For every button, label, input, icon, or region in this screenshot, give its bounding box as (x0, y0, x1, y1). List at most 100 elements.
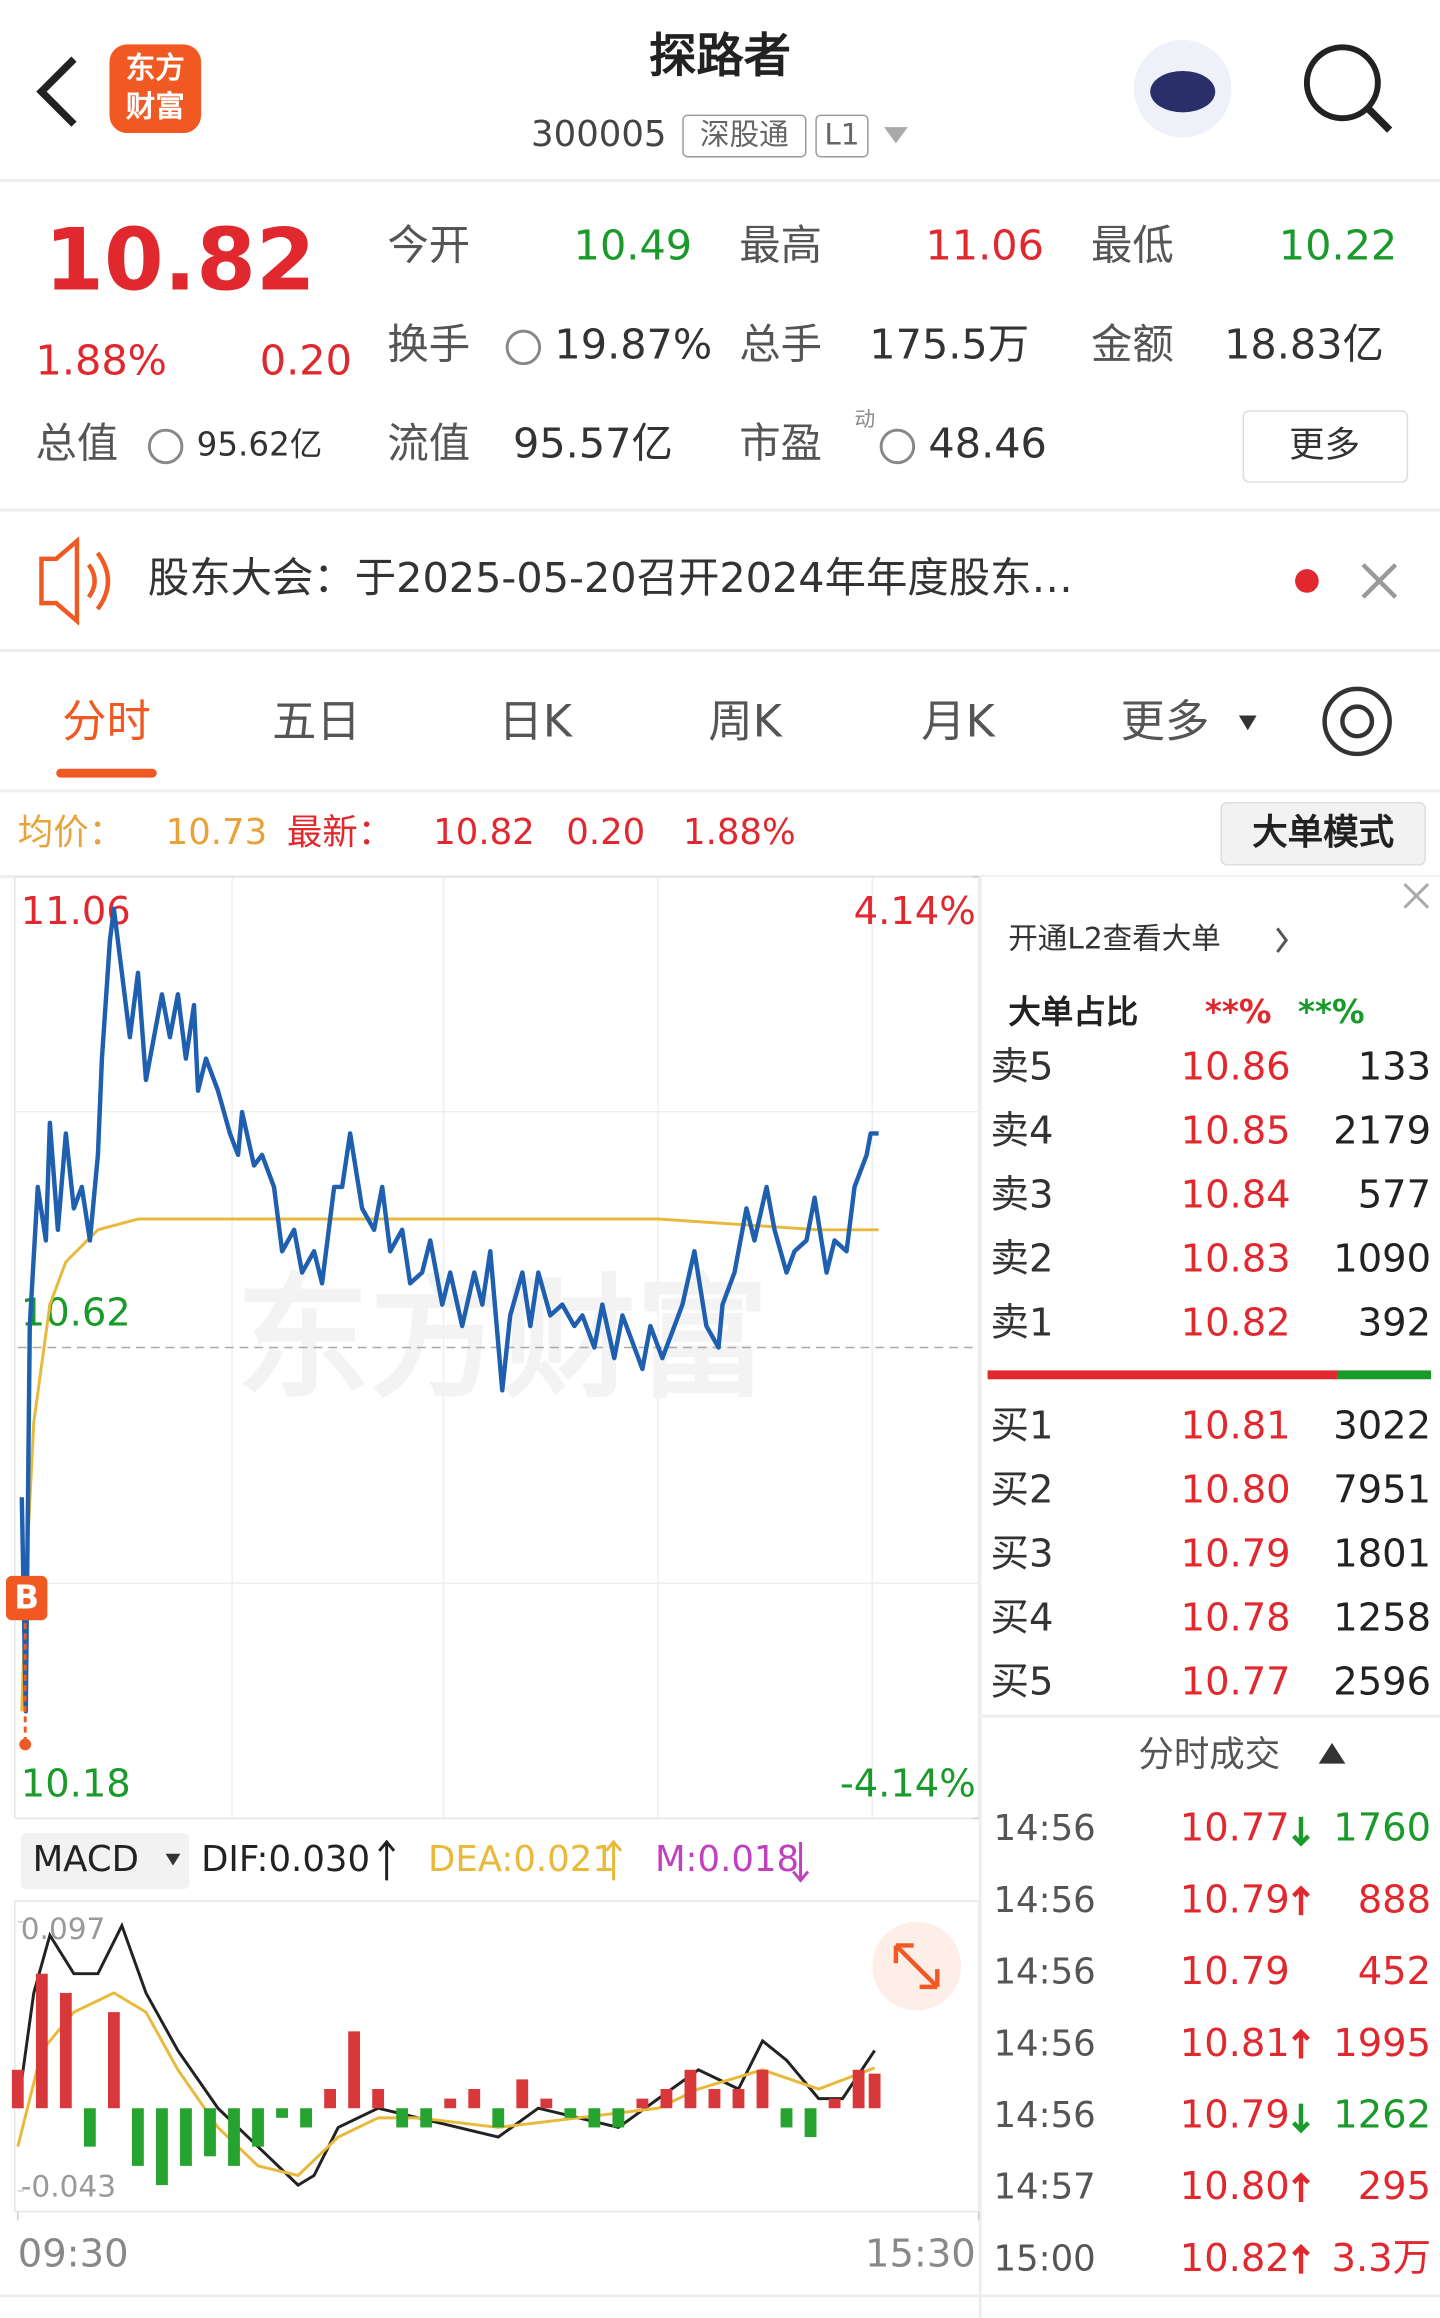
stat-label: 最低 (1091, 221, 1174, 269)
last-price: 10.82 (44, 211, 315, 311)
tab-indicator (56, 768, 157, 778)
macd-bar (131, 2108, 144, 2166)
trade-time: 14:57 (993, 2167, 1095, 2208)
level-price: 10.80 (1181, 1468, 1291, 1513)
macd-bar (35, 1973, 48, 2109)
stat-label: 最高 (739, 221, 822, 269)
macd-bar (83, 2108, 96, 2147)
macd-bar (588, 2108, 601, 2128)
trade-direction (1292, 2172, 1310, 2202)
level-volume: 1258 (1333, 1596, 1431, 1641)
level-label: 卖3 (991, 1172, 1054, 1217)
trend-arrow (792, 1841, 810, 1883)
change-percent: 1.88% (36, 337, 167, 385)
macd-bar (660, 2089, 673, 2109)
tab[interactable]: 五日 (272, 696, 361, 747)
trade-price: 10.77 (1180, 1806, 1290, 1851)
level-volume: 3022 (1333, 1404, 1431, 1449)
macd-bar (732, 2089, 745, 2109)
stat-superscript: 动 (855, 407, 876, 431)
close-notice[interactable] (1361, 563, 1398, 599)
tab-arrow (1238, 715, 1257, 731)
macd-bar (444, 2098, 457, 2109)
search-button[interactable] (1303, 44, 1381, 122)
stat-label: 金额 (1091, 320, 1174, 368)
collapse-arrow (1318, 1742, 1346, 1764)
avg-label: 均价： (18, 812, 124, 853)
tab[interactable]: 更多 (1121, 696, 1210, 747)
y-tick-label: 10.62 (21, 1290, 131, 1335)
level-label: 买1 (991, 1404, 1054, 1449)
trade-price: 10.81 (1180, 2021, 1290, 2066)
x-tick-label: 15:30 (865, 2231, 976, 2276)
logo-text: 财富 (126, 89, 185, 123)
tab[interactable]: 月K (921, 696, 995, 747)
stat-value: 18.83亿 (1224, 320, 1384, 368)
macd-bar (868, 2073, 881, 2109)
macd-bar (252, 2108, 264, 2147)
trade-price: 10.82 (1180, 2236, 1290, 2281)
macd-bar (468, 2089, 481, 2109)
trade-price: 10.79 (1180, 1877, 1290, 1922)
close-panel[interactable] (1403, 882, 1430, 909)
level-price: 10.84 (1181, 1172, 1291, 1217)
divider (0, 508, 1440, 512)
latest-price: 10.82 (433, 812, 535, 853)
tab[interactable]: 周K (708, 696, 782, 747)
notice-icon (39, 536, 111, 626)
stat-value: 95.57亿 (513, 419, 673, 467)
trade-direction (1292, 1816, 1310, 1847)
macd-bar (804, 2108, 817, 2138)
tab[interactable]: 日K (499, 696, 573, 747)
mode-button[interactable] (1220, 801, 1426, 866)
indicator-select[interactable] (20, 1833, 190, 1890)
latest-change: 0.20 (566, 812, 645, 853)
x-tick-label: 09:30 (18, 2231, 129, 2276)
level-volume: 392 (1358, 1300, 1431, 1345)
tag-box (682, 114, 807, 158)
level-price: 10.86 (1181, 1044, 1291, 1089)
unread-dot (1295, 569, 1319, 593)
y2-tick-label: 4.14% (854, 889, 976, 934)
legend-entry: DIF:0.030 (201, 1839, 370, 1880)
macd-bar (372, 2089, 385, 2109)
level-price: 10.77 (1181, 1660, 1291, 1705)
settings-button[interactable] (1322, 686, 1392, 757)
level-label: 买5 (991, 1660, 1054, 1705)
tab[interactable]: 分时 (62, 696, 151, 747)
divider (0, 2294, 1440, 2298)
trade-volume: 1760 (1333, 1806, 1431, 1851)
macd-bar (564, 2108, 577, 2118)
stat-label: 总值 (36, 419, 119, 467)
macd-bar (828, 2098, 841, 2109)
side-panel (978, 876, 1440, 2318)
trade-time: 14:56 (993, 2095, 1095, 2136)
level-label: 买2 (991, 1468, 1054, 1513)
macd-bar (684, 2069, 697, 2109)
trade-time: 14:56 (993, 1808, 1095, 1849)
back-button[interactable] (36, 56, 77, 127)
dropdown-arrow (884, 127, 908, 144)
trade-price: 10.79 (1180, 1949, 1290, 1994)
macd-bar (780, 2108, 793, 2128)
macd-bar (708, 2089, 721, 2109)
trade-volume: 452 (1358, 1949, 1431, 1994)
stat-label: 换手 (387, 320, 470, 368)
indicator-name: MACD (33, 1839, 139, 1880)
ratio-label: 大单占比 (1008, 993, 1138, 1031)
stock-name: 探路者 (649, 29, 791, 84)
level-price: 10.82 (1181, 1300, 1291, 1345)
tag: L1 (824, 118, 859, 152)
trade-marker (5, 1575, 48, 1621)
latest-label: 最新： (287, 812, 393, 853)
level-label: 卖2 (991, 1236, 1054, 1281)
trade-time: 14:56 (993, 1880, 1095, 1921)
macd-bar (492, 2108, 505, 2128)
more-button[interactable] (1242, 410, 1409, 483)
trade-time: 15:00 (993, 2238, 1095, 2279)
trade-price: 10.79 (1180, 2092, 1290, 2137)
macd-bar (107, 2012, 120, 2109)
macd-bar (852, 2069, 865, 2109)
